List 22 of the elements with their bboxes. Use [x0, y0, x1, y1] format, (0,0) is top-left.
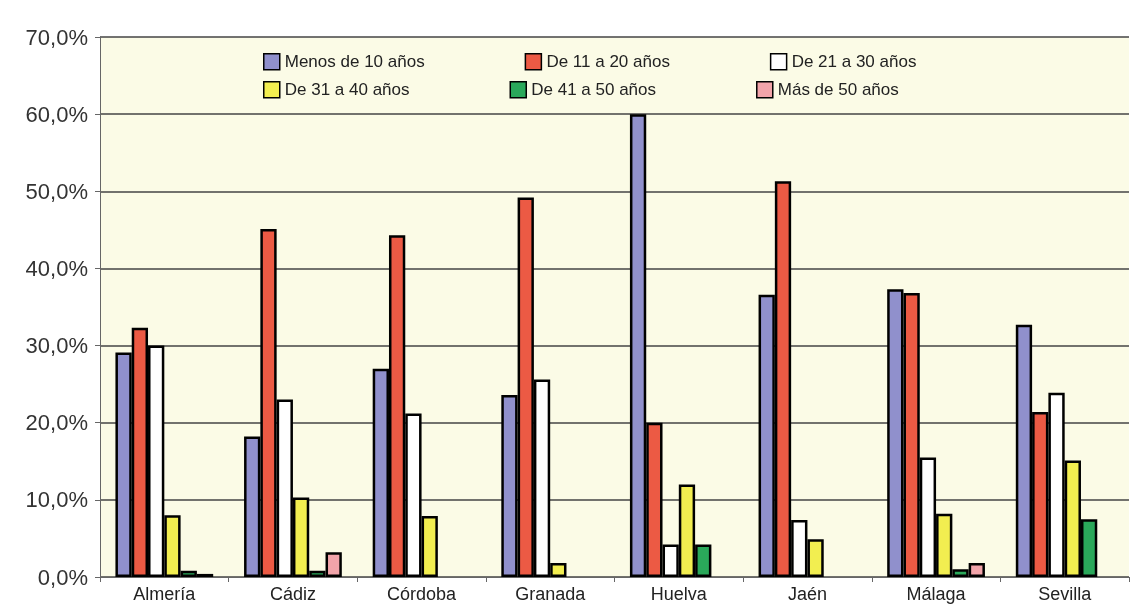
x-tick-label: Sevilla: [1038, 584, 1093, 604]
x-tick-label: Córdoba: [387, 584, 458, 604]
y-tick-label: 10,0%: [25, 487, 88, 513]
legend-label: De 11 a 20 años: [546, 52, 670, 72]
x-tick-label: Jaén: [787, 584, 827, 604]
legend-label: Menos de 10 años: [284, 52, 425, 72]
y-tick-label: 0,0%: [37, 564, 88, 590]
y-tick-label: 60,0%: [25, 101, 88, 127]
legend-label: Más de 50 años: [777, 80, 899, 100]
legend-label: De 41 a 50 años: [531, 80, 657, 100]
x-tick-label: Almería: [133, 584, 197, 604]
x-tick-label: Huelva: [650, 584, 708, 604]
y-tick-label: 70,0%: [25, 24, 88, 50]
y-tick-label: 50,0%: [25, 178, 88, 204]
y-tick-label: 20,0%: [25, 410, 88, 436]
x-tick-label: Cádiz: [269, 584, 316, 604]
y-tick-label: 40,0%: [25, 255, 88, 281]
legend-label: De 21 a 30 años: [791, 52, 917, 72]
legend-label: De 31 a 40 años: [284, 80, 410, 100]
x-tick-label: Granada: [515, 584, 587, 604]
y-tick-label: 30,0%: [25, 333, 88, 359]
x-tick-label: Málaga: [906, 584, 967, 604]
